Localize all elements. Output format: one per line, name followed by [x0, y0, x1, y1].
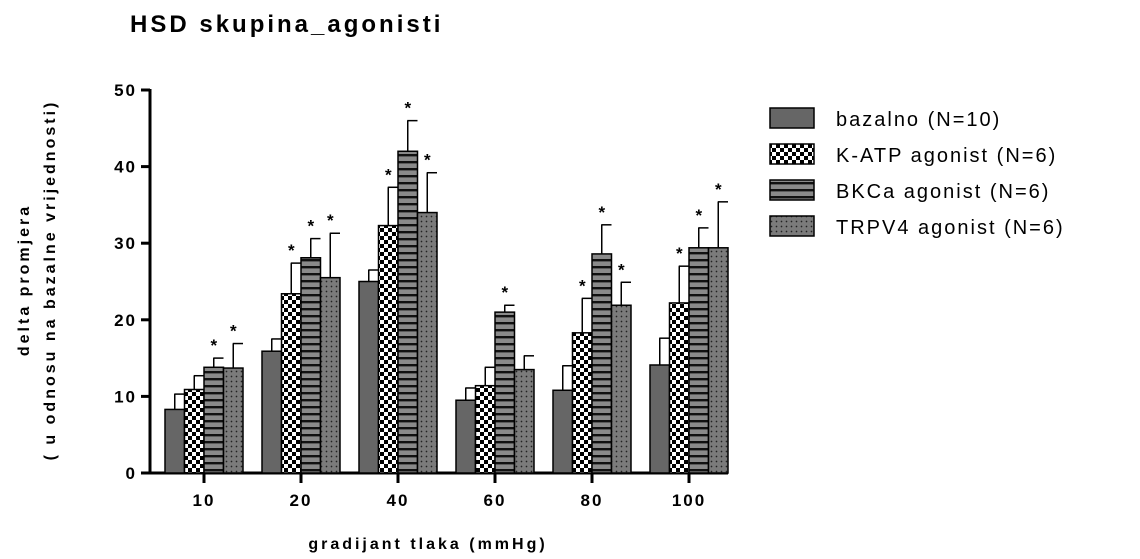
y-axis-title-line1: delta promjera	[16, 204, 33, 356]
bar	[513, 368, 535, 474]
bar	[164, 408, 186, 474]
bar	[358, 280, 380, 474]
bar	[649, 364, 671, 474]
bar	[610, 304, 632, 474]
y-axis-title-line2: ( u odnosu na bazalne vrijednosti)	[42, 100, 59, 461]
legend-label: BKCa agonist (N=6)	[836, 181, 1050, 203]
legend-label: bazalno (N=10)	[836, 109, 1001, 131]
legend-swatch	[769, 179, 815, 201]
significance-star: *	[676, 244, 683, 263]
legend-label: K-ATP agonist (N=6)	[836, 145, 1057, 167]
legend-label: TRPV4 agonist (N=6)	[836, 217, 1065, 239]
x-tick-label: 40	[387, 491, 410, 510]
bar	[261, 350, 283, 474]
x-tick-label: 10	[193, 491, 216, 510]
y-tick-label: 0	[126, 464, 137, 483]
significance-star: *	[385, 165, 392, 184]
y-tick-label: 10	[114, 387, 137, 406]
significance-star: *	[695, 206, 702, 225]
legend-swatch	[769, 215, 815, 237]
chart-title: HSD skupina_agonisti	[130, 11, 443, 38]
bar	[455, 399, 477, 474]
significance-star: *	[715, 180, 722, 199]
significance-star: *	[288, 241, 295, 260]
significance-star: *	[618, 260, 625, 279]
significance-star: *	[598, 203, 605, 222]
bar	[377, 224, 399, 474]
y-tick-label: 50	[114, 81, 137, 100]
significance-star: *	[501, 283, 508, 302]
bar	[319, 276, 341, 474]
plot-area: 0 10 20 30 40 50 10 * * 20 * * * 40 * * * 60 * 80 * * * 100 * * *	[114, 81, 729, 510]
bar	[494, 311, 516, 474]
bar	[222, 367, 244, 474]
legend-swatch	[769, 143, 815, 165]
x-tick-label: 80	[581, 491, 604, 510]
bar	[416, 211, 438, 474]
x-tick-label: 100	[672, 491, 706, 510]
significance-star: *	[404, 99, 411, 118]
significance-star: *	[210, 336, 217, 355]
bar	[668, 302, 690, 474]
bar	[280, 293, 302, 474]
legend-swatch	[769, 107, 815, 129]
bar	[571, 332, 593, 474]
bar	[552, 389, 574, 474]
bar	[474, 384, 496, 474]
significance-star: *	[230, 322, 237, 341]
bar	[707, 247, 729, 474]
significance-star: *	[327, 211, 334, 230]
y-tick-label: 20	[114, 311, 137, 330]
bar	[688, 247, 710, 474]
significance-star: *	[579, 276, 586, 295]
bar	[591, 253, 613, 474]
bar	[203, 366, 225, 474]
bar	[397, 150, 419, 474]
x-tick-label: 20	[290, 491, 313, 510]
bar	[183, 388, 205, 474]
y-tick-label: 40	[114, 158, 137, 177]
legend: bazalno (N=10) K-ATP agonist (N=6) BKCa ag…	[769, 107, 1065, 239]
significance-star: *	[424, 151, 431, 170]
y-tick-label: 30	[114, 234, 137, 253]
bar	[300, 257, 322, 474]
x-axis-title: gradijant tlaka (mmHg)	[308, 536, 547, 553]
x-tick-label: 60	[484, 491, 507, 510]
significance-star: *	[307, 217, 314, 236]
